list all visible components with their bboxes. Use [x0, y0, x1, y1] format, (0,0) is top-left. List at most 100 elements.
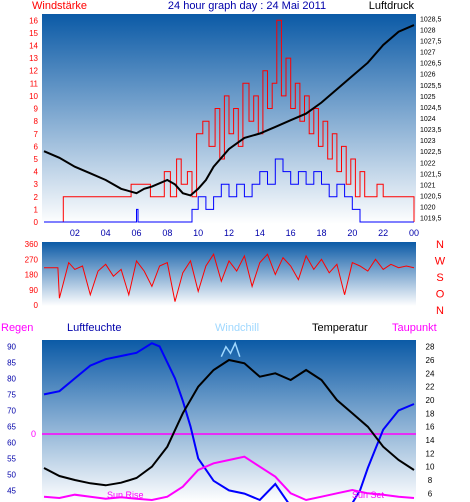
pressure-tick-label: 1026 [420, 72, 436, 79]
temp-humidity-plot-area [42, 340, 416, 502]
wind-tick-label: 8 [34, 117, 39, 126]
temperature-axis-ticks: 6 8 10 12 14 16 18 20 22 24 26 28 [426, 343, 435, 499]
humidity-tick-label: 70 [7, 406, 16, 415]
windchill-label: Windchill [215, 322, 259, 334]
wind-peak-line [44, 19, 415, 223]
direction-tick-label: 270 [25, 255, 39, 264]
pressure-tick-label: 1024,5 [420, 105, 442, 112]
wind-direction-series [44, 253, 415, 302]
direction-tick-label: 90 [29, 286, 38, 295]
wind-tick-label: 11 [30, 79, 39, 88]
luftdruck-label: Luftdruck [369, 0, 415, 12]
compass-letter: O [436, 289, 445, 301]
humidity-series [43, 342, 415, 502]
regen-label: Regen [1, 322, 33, 334]
temperature-tick-label: 12 [426, 449, 435, 458]
wind-direction-line [44, 253, 415, 302]
wind-tick-label: 14 [29, 42, 38, 51]
hour-tick-label: 06 [131, 228, 141, 238]
humidity-tick-label: 85 [7, 358, 16, 367]
temperature-tick-label: 16 [426, 423, 435, 432]
wind-tick-label: 9 [34, 105, 39, 114]
wind-tick-label: 16 [29, 16, 38, 25]
pressure-line [43, 24, 415, 197]
sunset-label: Sun Set [352, 490, 385, 500]
temperature-tick-label: 18 [426, 409, 435, 418]
pressure-tick-label: 1022 [420, 160, 436, 167]
temperature-tick-label: 20 [426, 396, 435, 405]
pressure-tick-label: 1025,5 [420, 83, 442, 90]
chart-title: 24 hour graph day : 24 Mai 2011 [168, 0, 326, 12]
wind-tick-label: 10 [29, 92, 38, 101]
temperatur-label: Temperatur [312, 322, 368, 334]
humidity-tick-label: 60 [7, 438, 16, 447]
humidity-tick-label: 45 [7, 486, 16, 495]
wind-tick-label: 7 [34, 130, 39, 139]
hour-tick-label: 00 [409, 228, 419, 238]
hour-tick-label: 14 [255, 228, 265, 238]
direction-plot-area [42, 242, 416, 306]
wind-tick-label: 4 [34, 168, 39, 177]
hour-tick-label: 18 [316, 228, 326, 238]
compass-letter: S [436, 272, 443, 284]
compass-letter: N [436, 239, 444, 251]
hour-tick-label: 10 [193, 228, 203, 238]
pressure-tick-label: 1023,5 [420, 127, 442, 134]
windstaerke-label: Windstärke [32, 0, 87, 12]
humidity-tick-label: 50 [7, 470, 16, 479]
temperature-tick-label: 28 [426, 343, 435, 352]
hour-axis-ticks: 02 04 06 08 10 12 14 16 18 20 22 00 [70, 228, 419, 238]
temperature-tick-label: 22 [426, 383, 435, 392]
pressure-tick-label: 1028 [420, 27, 436, 34]
pressure-tick-label: 1027,5 [420, 39, 442, 46]
hour-tick-label: 12 [224, 228, 234, 238]
direction-tick-label: 180 [25, 271, 39, 280]
compass-letter: N [436, 305, 444, 317]
pressure-tick-label: 1028,5 [420, 16, 442, 23]
humidity-tick-label: 75 [7, 390, 16, 399]
temperature-tick-label: 8 [428, 476, 433, 485]
luftfeuchte-label: Luftfeuchte [67, 322, 121, 334]
direction-axis-ticks: 0 90 180 270 360 [25, 240, 39, 310]
hour-tick-label: 04 [101, 228, 111, 238]
temperature-series [43, 358, 415, 487]
wind-average-series [44, 158, 414, 223]
compass-letter: W [435, 256, 446, 268]
temperature-tick-label: 10 [426, 463, 435, 472]
humidity-axis-ticks: 45 50 55 60 65 70 75 80 85 90 [7, 342, 16, 495]
pressure-tick-label: 1024 [420, 116, 436, 123]
windchill-series [220, 341, 241, 358]
temperature-line [43, 358, 415, 487]
wind-tick-label: 12 [29, 67, 38, 76]
wind-average-line [44, 158, 414, 223]
pressure-tick-label: 1026,5 [420, 61, 442, 68]
hour-tick-label: 02 [70, 228, 80, 238]
wind-tick-label: 0 [34, 218, 39, 227]
humidity-tick-label: 55 [7, 454, 16, 463]
pressure-tick-label: 1021,5 [420, 171, 442, 178]
pressure-tick-label: 1021 [420, 182, 436, 189]
wind-tick-label: 1 [34, 205, 39, 214]
pressure-tick-label: 1020,5 [420, 193, 442, 200]
hour-tick-label: 22 [378, 228, 388, 238]
wind-tick-label: 3 [34, 180, 39, 189]
humidity-tick-label: 65 [7, 422, 16, 431]
humidity-tick-label: 90 [7, 342, 16, 351]
temperature-tick-label: 26 [426, 356, 435, 365]
dewpoint-series [43, 455, 415, 502]
dewpoint-line [43, 455, 415, 502]
pressure-tick-label: 1027 [420, 50, 436, 57]
pressure-tick-label: 1020 [420, 205, 436, 212]
windchill-line [220, 341, 241, 358]
temperature-tick-label: 6 [428, 489, 433, 498]
hour-tick-label: 08 [162, 228, 172, 238]
temperature-tick-label: 24 [426, 369, 435, 378]
wind-tick-label: 13 [29, 54, 38, 63]
taupunkt-label: Taupunkt [392, 322, 437, 334]
wind-peak-series [44, 19, 415, 223]
wind-tick-label: 2 [34, 193, 39, 202]
pressure-tick-label: 1025 [420, 94, 436, 101]
pressure-tick-label: 1023 [420, 138, 436, 145]
